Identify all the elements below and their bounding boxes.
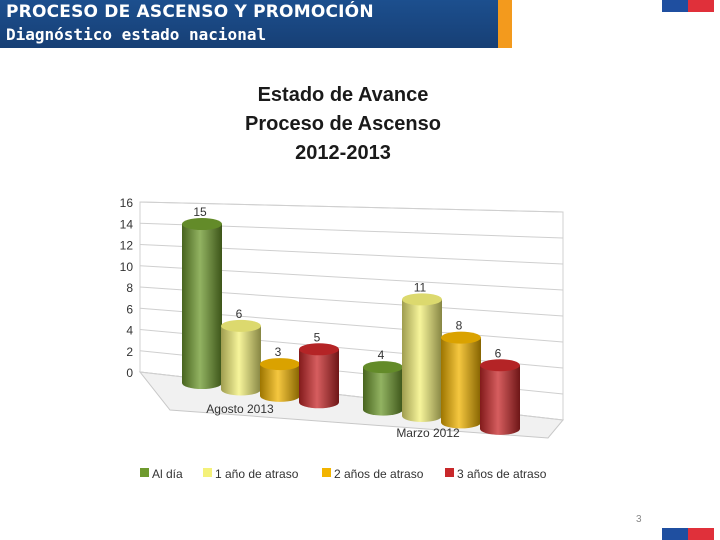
- gridline: [139, 201, 564, 213]
- bar-3-años-de-atraso-2: [480, 359, 520, 435]
- y-tick-label: 2: [126, 345, 133, 359]
- legend-label: Al día: [152, 467, 183, 481]
- legend-item-3: 2 años de atraso: [322, 467, 424, 481]
- chart-title: Estado de Avance Proceso de Ascenso 2012-2…: [245, 84, 441, 164]
- chart-title-line-2: Proceso de Ascenso: [245, 113, 441, 135]
- y-tick-label: 6: [126, 302, 133, 316]
- category-label-2: Marzo 2012: [396, 426, 460, 440]
- data-label: 5: [314, 330, 321, 344]
- legend-swatch: [140, 468, 149, 477]
- page-number: 3: [636, 514, 642, 525]
- bar-2-años-de-atraso-1: [260, 358, 300, 402]
- category-labels: Agosto 2013 Marzo 2012: [206, 402, 460, 440]
- bar-1-año-de-atraso-2: [402, 293, 442, 422]
- legend-item-2: 1 año de atraso: [203, 467, 299, 481]
- flag-stripe-bottom: [662, 528, 714, 540]
- header-bar: PROCESO DE ASCENSO Y PROMOCIÓN Diagnósti…: [0, 0, 512, 48]
- y-tick-label: 14: [120, 217, 134, 231]
- y-axis-ticks: 0 2 4 6 8 10 12 14 16: [120, 196, 134, 380]
- legend-swatch: [322, 468, 331, 477]
- y-tick-label: 10: [120, 260, 134, 274]
- chart-title-line-3: 2012-2013: [295, 142, 391, 164]
- data-label: 4: [378, 348, 385, 362]
- slide-subtitle: Diagnóstico estado nacional: [6, 25, 267, 44]
- chart-bars: [182, 218, 520, 435]
- data-label: 8: [456, 319, 463, 333]
- y-tick-label: 12: [120, 239, 134, 253]
- data-label: 3: [275, 345, 282, 359]
- chart-legend: Al día 1 año de atraso 2 años de atraso 3 a…: [140, 467, 547, 481]
- legend-swatch: [203, 468, 212, 477]
- data-label: 6: [236, 307, 243, 321]
- flag-stripe-top: [662, 0, 714, 12]
- bar-3-años-de-atraso-1: [299, 343, 339, 409]
- slide-title: PROCESO DE ASCENSO Y PROMOCIÓN: [6, 2, 374, 22]
- legend-item-4: 3 años de atraso: [445, 467, 547, 481]
- data-label: 15: [193, 205, 207, 219]
- data-label: 11: [414, 280, 427, 294]
- y-tick-label: 4: [126, 324, 133, 338]
- legend-label: 3 años de atraso: [457, 467, 547, 481]
- legend-swatch: [445, 468, 454, 477]
- y-tick-label: 8: [126, 281, 133, 295]
- legend-label: 2 años de atraso: [334, 467, 424, 481]
- bar-al-día-2: [363, 361, 403, 416]
- y-tick-label: 0: [126, 366, 133, 380]
- header-accent-stripe: [498, 0, 512, 48]
- bar-2-años-de-atraso-2: [441, 331, 481, 429]
- bar-al-día-1: [182, 218, 222, 390]
- legend-label: 1 año de atraso: [215, 467, 299, 481]
- legend-item-1: Al día: [140, 467, 183, 481]
- y-tick-label: 16: [120, 196, 134, 210]
- bar-chart: Estado de Avance Proceso de Ascenso 2012-2…: [120, 84, 564, 481]
- bar-1-año-de-atraso-1: [221, 319, 261, 396]
- chart-title-line-1: Estado de Avance: [258, 84, 429, 106]
- category-label-1: Agosto 2013: [206, 402, 274, 416]
- data-labels: 15 6 3 5 4 11 8 6: [193, 205, 501, 362]
- data-label: 6: [495, 346, 502, 360]
